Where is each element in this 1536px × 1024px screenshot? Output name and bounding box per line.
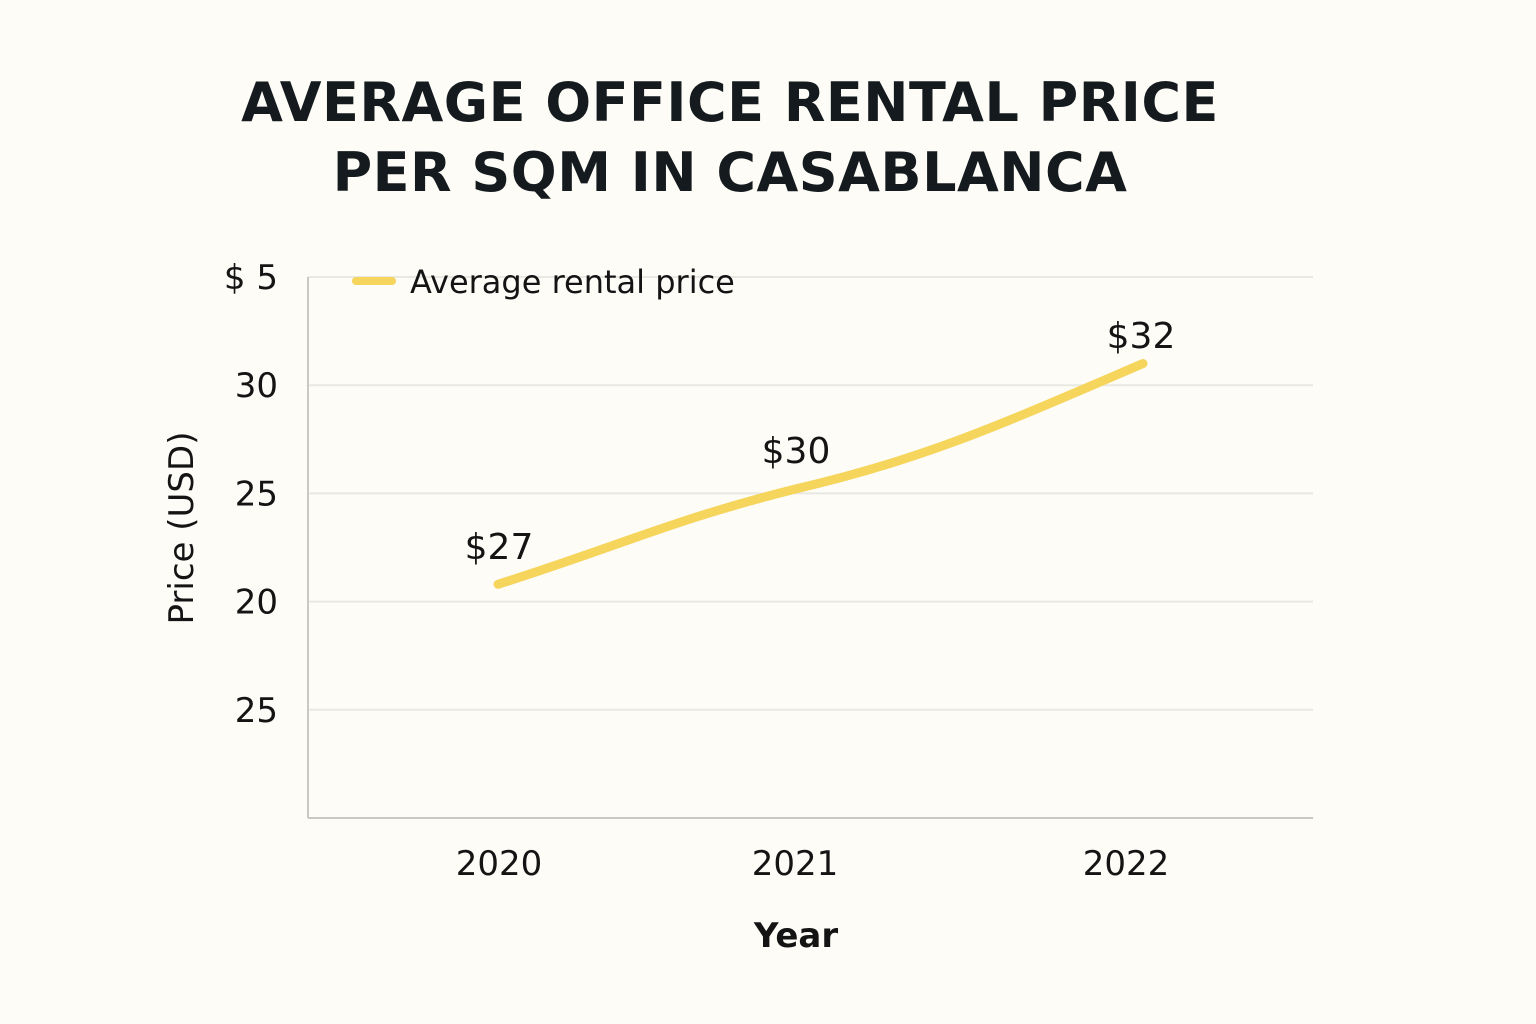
legend: Average rental price <box>352 263 735 301</box>
x-tick-label: 2021 <box>752 844 839 884</box>
x-tick-label: 2022 <box>1083 844 1170 884</box>
data-label: $27 <box>465 527 534 568</box>
x-tick-label: 2020 <box>456 844 543 884</box>
legend-label-average-rental-price: Average rental price <box>410 263 735 301</box>
series-line-average-rental-price <box>493 359 1148 589</box>
axes <box>307 277 1313 819</box>
chart-title: AVERAGE OFFICE RENTAL PRICE PER SQM IN C… <box>0 68 1460 208</box>
y-tick-label: $ 5 <box>224 258 278 298</box>
y-tick-labels: $ 5 30 25 20 25 <box>224 258 278 731</box>
y-axis-label: Price (USD) <box>162 432 202 625</box>
gridlines <box>308 276 1313 711</box>
chart-title-line-1: AVERAGE OFFICE RENTAL PRICE <box>241 71 1219 134</box>
y-tick-label: 25 <box>235 691 278 731</box>
y-tick-label: 20 <box>235 583 278 623</box>
series <box>493 359 1148 589</box>
data-label: $32 <box>1107 316 1176 357</box>
x-axis-label: Year <box>753 916 839 956</box>
y-tick-label: 30 <box>235 366 278 406</box>
chart-title-line-2: PER SQM IN CASABLANCA <box>332 141 1128 204</box>
x-tick-labels: 2020 2021 2022 <box>456 844 1170 884</box>
y-tick-label: 25 <box>235 474 278 514</box>
data-label: $30 <box>762 431 831 472</box>
data-labels: $27 $30 $32 <box>465 316 1176 568</box>
